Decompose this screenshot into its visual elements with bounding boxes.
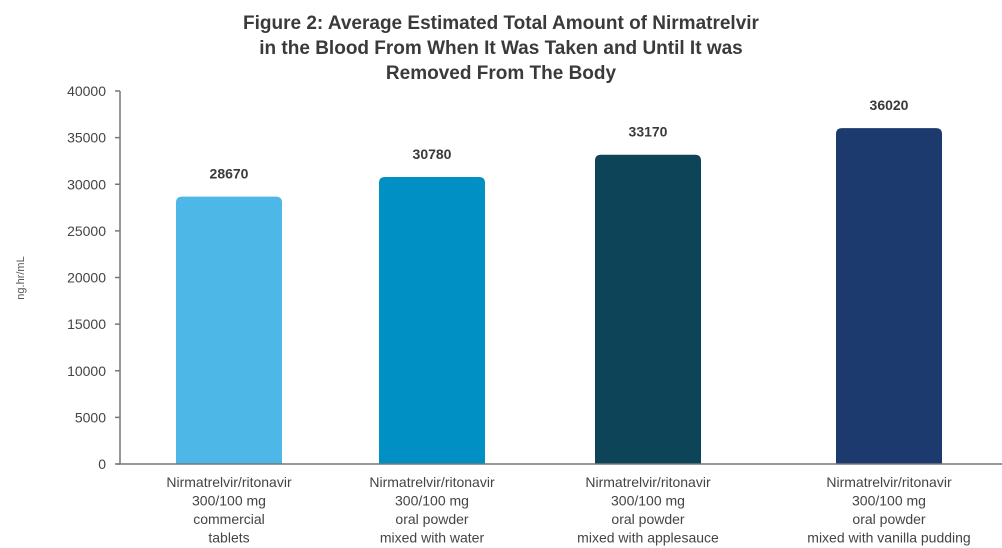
category-label-1-line-3: commercial xyxy=(193,511,265,527)
chart-title: Figure 2: Average Estimated Total Amount… xyxy=(243,13,760,84)
y-tick-label: 10000 xyxy=(67,363,106,379)
bars xyxy=(176,128,942,464)
category-label-1-line-4: tablets xyxy=(208,530,249,546)
chart-title-line-3: Removed From The Body xyxy=(386,63,617,84)
data-labels: 28670 30780 33170 36020 xyxy=(210,97,909,182)
bar-1 xyxy=(176,196,282,464)
category-label-3-line-3: oral powder xyxy=(611,511,684,527)
y-tick-label: 15000 xyxy=(67,316,106,332)
chart-title-line-1: Figure 2: Average Estimated Total Amount… xyxy=(243,13,760,34)
y-axis-ticks: 0 5000 10000 15000 20000 25000 30000 35000 40000 xyxy=(67,83,120,472)
category-labels: Nirmatrelvir/ritonavir 300/100 mg commerci… xyxy=(166,474,970,546)
y-tick-label: 30000 xyxy=(67,176,106,192)
category-label-1-line-2: 300/100 mg xyxy=(192,493,266,509)
data-label-4: 36020 xyxy=(870,97,909,113)
category-label-3-line-4: mixed with applesauce xyxy=(577,530,719,546)
category-label-4-line-1: Nirmatrelvir/ritonavir xyxy=(826,474,952,490)
y-tick-label: 0 xyxy=(98,456,106,472)
bar-3 xyxy=(595,154,701,464)
bar-4 xyxy=(836,128,942,464)
data-label-3: 33170 xyxy=(629,124,668,140)
y-tick-label: 5000 xyxy=(75,409,106,425)
category-label-4-line-4: mixed with vanilla pudding xyxy=(807,530,970,546)
category-label-2-line-3: oral powder xyxy=(395,511,468,527)
category-label-4-line-3: oral powder xyxy=(852,511,925,527)
category-label-4-line-2: 300/100 mg xyxy=(852,493,926,509)
category-label-3-line-2: 300/100 mg xyxy=(611,493,685,509)
category-label-2-line-1: Nirmatrelvir/ritonavir xyxy=(369,474,495,490)
data-label-1: 28670 xyxy=(210,166,249,182)
y-tick-label: 25000 xyxy=(67,223,106,239)
category-label-3-line-1: Nirmatrelvir/ritonavir xyxy=(585,474,711,490)
y-tick-label: 40000 xyxy=(67,83,106,99)
bar-2 xyxy=(379,176,485,464)
y-tick-label: 20000 xyxy=(67,270,106,286)
category-label-1-line-1: Nirmatrelvir/ritonavir xyxy=(166,474,292,490)
chart-title-line-2: in the Blood From When It Was Taken and … xyxy=(259,38,742,59)
y-axis-label: ng.hr/mL xyxy=(15,256,27,299)
category-label-2-line-4: mixed with water xyxy=(380,530,485,546)
y-tick-label: 35000 xyxy=(67,130,106,146)
category-label-2-line-2: 300/100 mg xyxy=(395,493,469,509)
data-label-2: 30780 xyxy=(413,146,452,162)
